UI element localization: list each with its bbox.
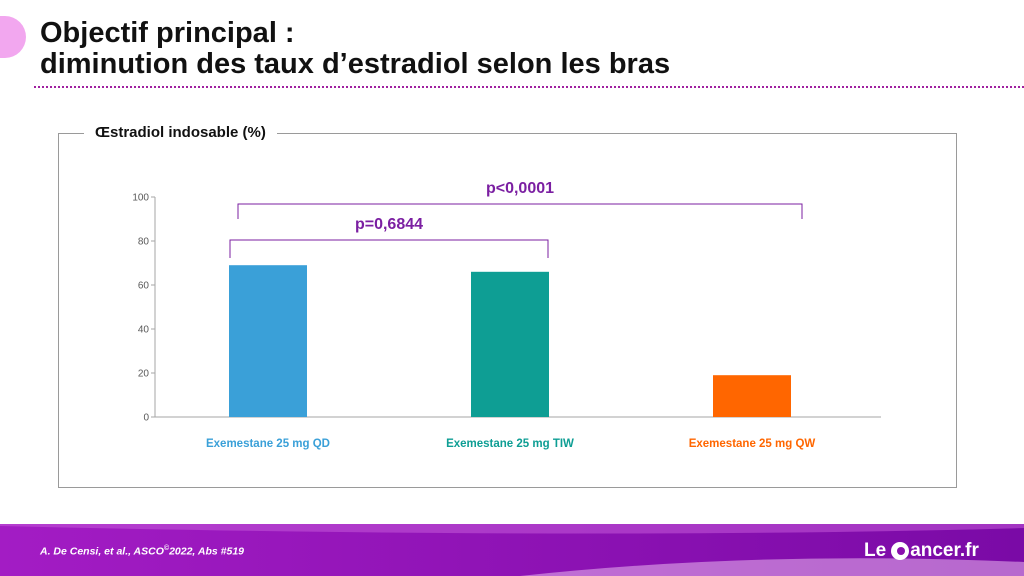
y-tick-label: 20 [138, 369, 150, 380]
x-category-label: Exemestane 25 mg TIW [446, 438, 574, 450]
slide-title-line-1: Objectif principal : [40, 17, 295, 49]
x-category-label: Exemestane 25 mg QD [206, 438, 330, 450]
p-value-label: p<0,0001 [486, 180, 554, 197]
y-tick-label: 80 [138, 237, 150, 248]
title-divider [34, 86, 1024, 88]
y-tick-label: 60 [138, 281, 150, 292]
x-category-label: Exemestane 25 mg QW [689, 438, 816, 450]
logo-c-icon [891, 542, 910, 560]
significance-bracket [237, 203, 803, 219]
citation: A. De Censi, et al., ASCO©2022, Abs #519 [40, 545, 244, 558]
significance-bracket [229, 239, 549, 258]
chart-frame [58, 133, 957, 488]
bar-2 [471, 271, 549, 417]
citation-text-rest: 2022, Abs #519 [169, 545, 244, 558]
citation-copyright: © [163, 545, 170, 552]
y-tick-label: 0 [143, 413, 149, 424]
y-tick-label: 100 [132, 193, 149, 204]
site-logo: Le ancer.fr [864, 537, 979, 565]
bar-3 [713, 375, 791, 417]
citation-text: A. De Censi, et al., ASCO [40, 545, 164, 558]
chart-title: Œstradiol indosable (%) [84, 124, 277, 141]
logo-text-right: ancer.fr [910, 540, 979, 561]
logo-text-left: Le [864, 540, 887, 561]
slide-title-line-2: diminution des taux d’estradiol selon le… [40, 48, 671, 80]
bar-1 [229, 265, 307, 417]
p-value-label: p=0,6844 [355, 216, 423, 233]
slide-title: Objectif principal : diminution des taux… [40, 18, 670, 80]
footer-band [0, 524, 1024, 576]
y-tick-label: 40 [138, 325, 150, 336]
